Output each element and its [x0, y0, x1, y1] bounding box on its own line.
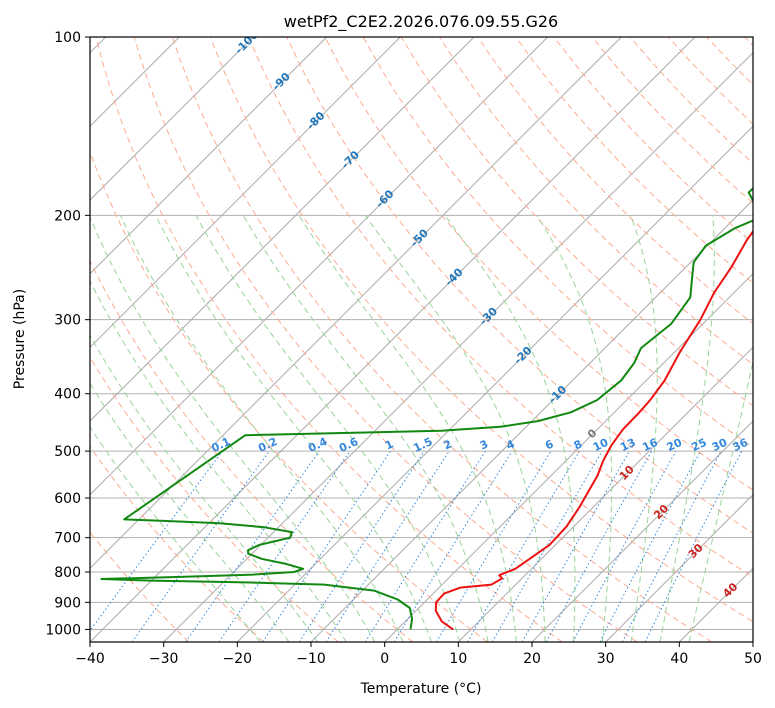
- dry-adiabat: [210, 37, 753, 623]
- mixing-ratio-labels: 0.1 0.2 0.4 0.6 1 1.5 2 3 4 6 8 10 13 16 20 25 30 36: [209, 435, 750, 455]
- isotherm-line: [163, 51, 753, 642]
- y-tick-label: 1000: [45, 622, 81, 638]
- moist-adiabat: [90, 215, 376, 642]
- isotherm-line: [457, 346, 753, 642]
- mixing-ratio-label: 20: [665, 436, 685, 454]
- mixing-ratio-line: [644, 450, 743, 642]
- moist-adiabats: [90, 215, 753, 642]
- isotherm-line: [90, 37, 401, 349]
- mixing-ratio-line: [218, 450, 351, 642]
- y-axis-ticks: 100 200 300 400 500 600 700 800 900 1000: [45, 30, 90, 638]
- mixing-ratio-line: [185, 450, 320, 642]
- x-tick-label: 0: [380, 651, 389, 667]
- y-tick-label: 400: [54, 387, 81, 403]
- temperature-profile-line: [434, 229, 753, 631]
- isotherm-line: [90, 37, 328, 275]
- y-tick-label: 600: [54, 491, 81, 507]
- moist-adiabat: [90, 279, 347, 642]
- dry-adiabat: [95, 37, 563, 642]
- moist-adiabat: [90, 426, 261, 642]
- mixing-ratio-label: 16: [640, 436, 660, 454]
- mixing-ratio-line: [262, 450, 392, 642]
- x-axis-label: Temperature (°C): [360, 681, 482, 697]
- mixing-ratio-label: 25: [689, 436, 708, 454]
- mixing-ratio-line: [393, 450, 513, 642]
- y-tick-label: 900: [54, 595, 81, 611]
- isotherm-line: [236, 125, 753, 642]
- moist-adiabat: [120, 215, 404, 642]
- mixing-ratio-label: 10: [591, 436, 611, 454]
- mixing-ratio-line: [131, 450, 270, 642]
- plot-area: -100-90-80-70-60-50-40-30-20-10010203040…: [90, 37, 753, 642]
- x-tick-label: 30: [597, 651, 615, 667]
- plot-frame: [89, 36, 754, 643]
- dry-adiabat: [248, 37, 753, 578]
- moist-adiabat: [444, 215, 576, 642]
- isotherm-line: [531, 420, 753, 642]
- dry-adiabat: [171, 37, 712, 642]
- y-tick-label: 500: [54, 444, 81, 460]
- y-axis-label: Pressure (hPa): [12, 289, 28, 389]
- moist-adiabat: [90, 334, 319, 642]
- moist-adiabat: [195, 215, 461, 642]
- moist-adiabat: [155, 215, 432, 642]
- mixing-ratio-line: [572, 450, 677, 642]
- mixing-ratio-line: [90, 450, 223, 632]
- moist-adiabat: [242, 215, 489, 642]
- x-tick-label: −20: [223, 651, 253, 667]
- x-tick-label: −10: [296, 651, 326, 667]
- mixing-ratio-label: 13: [618, 436, 637, 454]
- pressure-gridlines: [90, 37, 753, 630]
- dry-adiabat: [286, 37, 753, 534]
- dry-adiabat: [90, 259, 414, 642]
- mixing-ratio-line: [325, 450, 450, 642]
- moist-adiabat: [536, 215, 613, 642]
- profile-series: [100, 187, 753, 631]
- dry-adiabat: [515, 37, 753, 284]
- x-axis-ticks: −40 −30 −20 −10 0 10 20 30 40 50: [75, 642, 762, 667]
- y-tick-label: 800: [54, 565, 81, 581]
- mixing-ratio-line: [298, 450, 425, 642]
- mixing-ratio-line: [521, 450, 630, 642]
- x-tick-label: 20: [523, 651, 541, 667]
- moist-adiabat: [630, 215, 658, 642]
- dry-adiabat: [324, 37, 753, 491]
- chart-title: wetPf2_C2E2.2026.076.09.55.G26: [284, 12, 558, 32]
- mixing-ratio-label: 36: [731, 436, 751, 454]
- dry-adiabat: [90, 356, 339, 642]
- isotherm-line: [90, 37, 254, 201]
- moist-adiabat: [364, 215, 546, 642]
- dry-adiabats: [90, 37, 753, 642]
- isotherm-line: [605, 493, 753, 642]
- y-tick-label: 700: [54, 531, 81, 547]
- dry-adiabat: [90, 445, 264, 642]
- isotherms: [90, 37, 753, 642]
- x-tick-label: 40: [670, 651, 688, 667]
- dewpoint-profile-line: [100, 187, 753, 630]
- mixing-ratio-label: 30: [710, 436, 730, 454]
- y-tick-label: 100: [54, 30, 81, 46]
- x-tick-label: −40: [75, 651, 105, 667]
- isotherm-line: [90, 37, 549, 496]
- y-tick-label: 300: [54, 313, 81, 329]
- isotherm-line: [90, 37, 696, 642]
- isotherm-line: [90, 37, 622, 570]
- isotherm-line: [90, 37, 475, 422]
- x-tick-label: −30: [149, 651, 179, 667]
- mixing-ratio-line: [545, 450, 653, 642]
- x-tick-label: 10: [449, 651, 467, 667]
- moist-adiabat: [659, 215, 715, 642]
- y-tick-label: 200: [54, 208, 81, 224]
- x-tick-label: 50: [744, 651, 762, 667]
- mixing-ratio-lines: [90, 450, 743, 642]
